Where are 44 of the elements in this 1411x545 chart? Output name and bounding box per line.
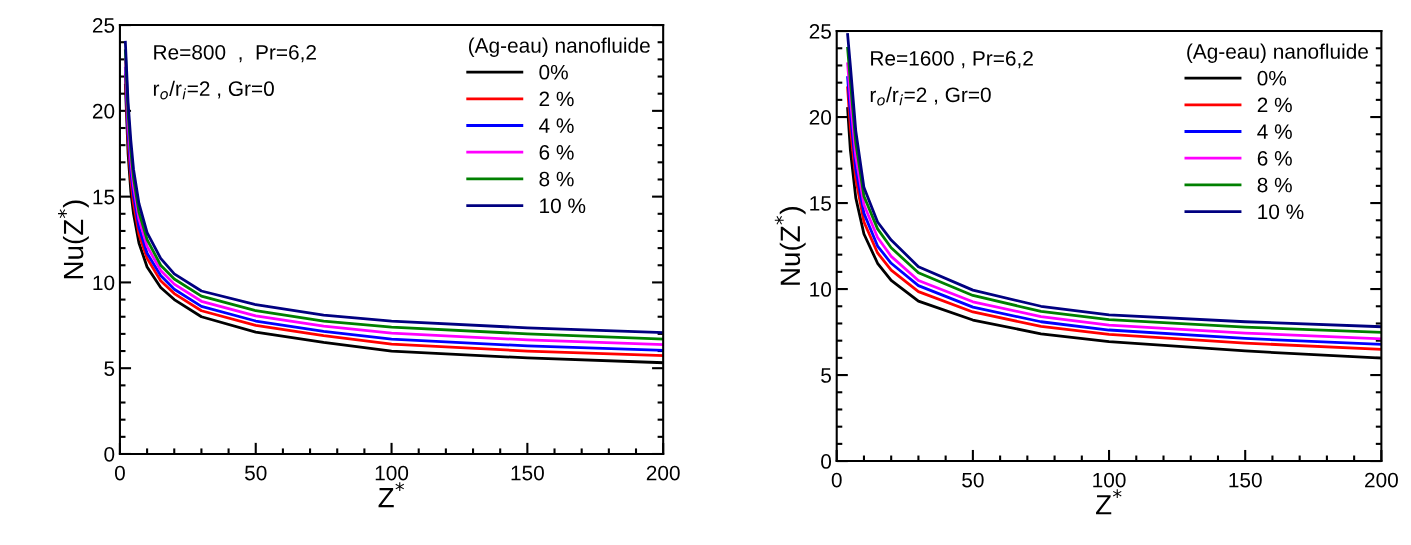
annotation: Re=800 , Pr=6,2 [154,44,316,63]
y-tick-label: 10 [93,275,115,291]
legend-label: 0% [539,64,568,80]
x-tick-label: 100 [1093,472,1126,488]
legend-label: 10 % [540,198,586,214]
legend-label: 2 % [1257,97,1292,113]
y-tick-label: 15 [93,189,115,205]
x-tick-label: 100 [375,465,409,481]
annotation: r$_{o}$/r$_{i}$=2 , Gr=0 [870,86,991,106]
legend-label: 8 % [1257,177,1292,193]
legend-label: 2 % [539,91,574,107]
y-tick-label: 20 [809,110,832,125]
annotation: r$_{o}$/r$_{i}$=2 , Gr=0 [153,80,274,100]
y-tick-label: 25 [92,18,115,33]
legend-label: 6 % [1257,150,1292,166]
x-tick-label: 50 [962,472,984,488]
y-tick-label: 0 [821,454,832,469]
x-tick-label: 150 [1229,472,1262,488]
legend-label: 8 % [539,171,574,187]
legend-label: 0% [1257,70,1287,86]
x-tick-label: 200 [646,465,680,481]
x-tick-label: 50 [244,465,267,481]
y-tick-label: 0 [104,446,115,462]
y-tick-label: 5 [821,368,831,383]
x-axis-title: Z$^{*}$ [1096,489,1122,515]
x-tick-label: 0 [114,465,125,481]
legend-label: 6 % [539,144,574,160]
y-tick-label: 10 [810,282,832,297]
legend-label: 4 % [539,118,574,133]
legend-label: 4 % [1257,124,1292,139]
y-tick-label: 20 [92,103,115,119]
y-axis-title: Nu(Z$^{*}$) [58,200,89,279]
legend-label: 10 % [1258,204,1304,220]
x-tick-label: 150 [511,465,544,481]
x-axis-title: Z$^{*}$ [378,482,405,508]
y-axis-title: Nu(Z$^{*}$) [774,207,806,285]
legend-title: (Ag-eau) nanofluide [1187,43,1368,63]
x-tick-label: 200 [1365,472,1398,488]
x-tick-label: 0 [831,472,842,488]
legend-title: (Ag-eau) nanofluide [468,37,650,57]
y-tick-label: 25 [809,24,831,39]
y-tick-label: 5 [104,361,115,376]
annotation: Re=1600 , Pr=6,2 [871,50,1033,69]
y-tick-label: 15 [810,196,831,211]
